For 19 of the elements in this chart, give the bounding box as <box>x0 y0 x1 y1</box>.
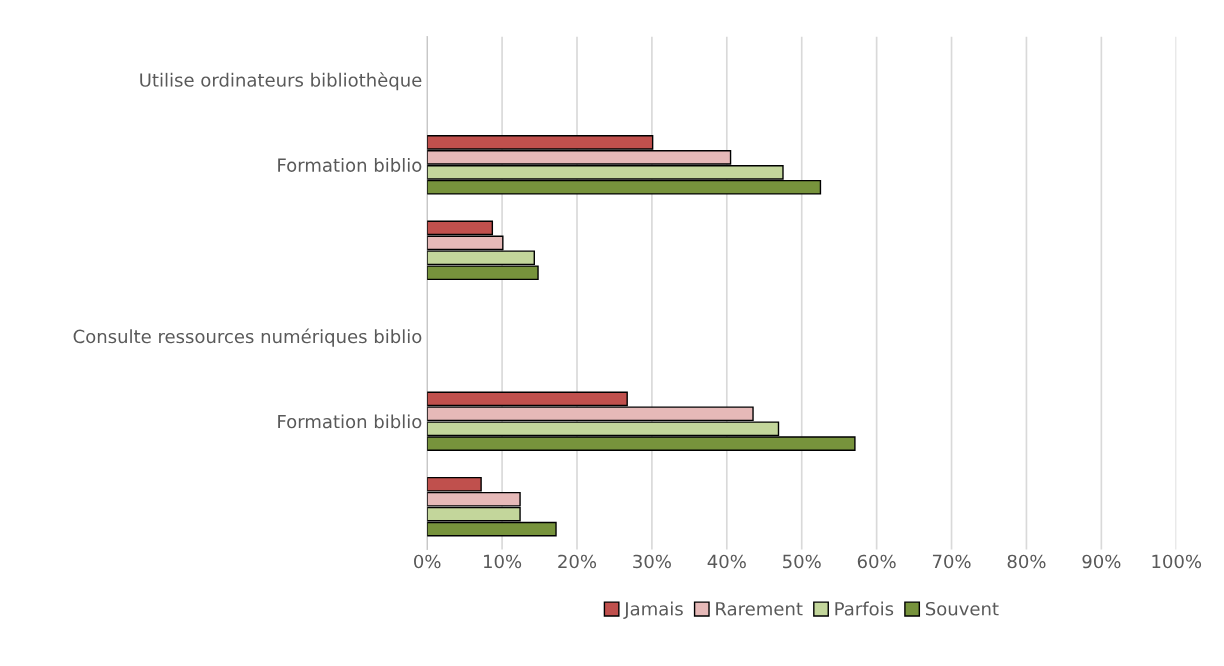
x-tick-label: 70% <box>932 554 971 569</box>
y-tick-label: Formation biblio <box>278 414 422 429</box>
legend-label: Souvent <box>925 601 999 616</box>
x-tick-label: 90% <box>1082 554 1121 569</box>
x-tick-label: 80% <box>1007 554 1046 569</box>
legend-label: Parfois <box>835 601 894 616</box>
y-tick-label: Utilise ordinateurs bibliothèque <box>140 72 422 91</box>
y-tick-label: Formation biblio <box>278 157 422 172</box>
x-tick-label: 60% <box>857 554 896 569</box>
y-tick-label: Consulte ressources numériques biblio <box>73 328 422 347</box>
x-tick-label: 50% <box>783 554 821 569</box>
legend-label: Rarement <box>716 602 803 616</box>
x-tick-label: 40% <box>707 554 746 569</box>
x-tick-label: 0% <box>414 554 441 569</box>
legend-label: Jamais <box>623 601 683 619</box>
x-tick-label: 20% <box>558 554 597 569</box>
x-tick-label: 100% <box>1152 554 1202 569</box>
x-tick-label: 30% <box>633 554 671 569</box>
x-tick-label: 10% <box>484 554 522 569</box>
